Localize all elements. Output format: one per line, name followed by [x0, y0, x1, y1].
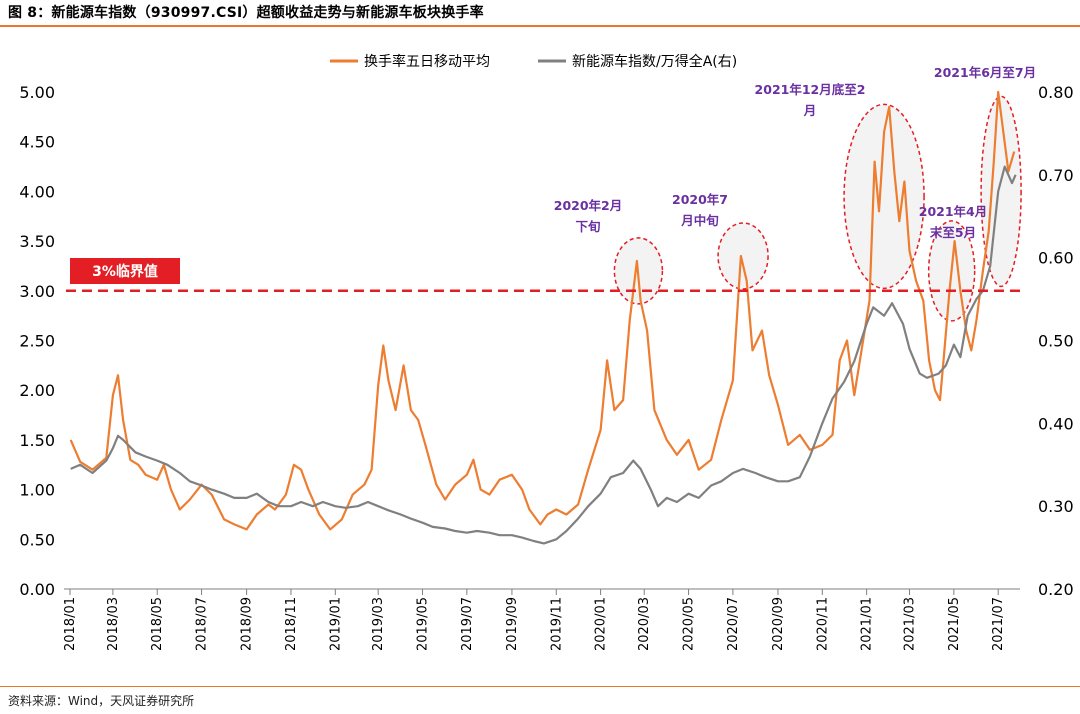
- y-left-tick-label: 4.00: [19, 182, 55, 201]
- y-right-tick-label: 0.50: [1038, 332, 1074, 351]
- y-left-tick-label: 2.50: [19, 332, 55, 351]
- x-tick-label: 2020/09: [771, 597, 786, 651]
- peak-annotation: 2020年7: [672, 192, 728, 207]
- highlight-ellipse: [980, 95, 1022, 288]
- peak-annotation: 月中旬: [680, 213, 719, 228]
- x-tick-label: 2019/01: [328, 597, 343, 651]
- y-right-tick-label: 0.60: [1038, 249, 1074, 268]
- y-right-tick-label: 0.30: [1038, 497, 1074, 516]
- x-tick-label: 2018/05: [150, 597, 165, 651]
- peak-annotation: 2021年4月: [919, 204, 988, 219]
- x-tick-label: 2019/07: [460, 597, 475, 651]
- threshold-label: 3%临界值: [92, 263, 158, 280]
- y-left-tick-label: 0.50: [19, 530, 55, 549]
- x-tick-label: 2020/01: [594, 597, 609, 651]
- x-tick-label: 2020/11: [815, 597, 830, 651]
- turnover-rate-line: [69, 90, 1016, 531]
- x-tick-label: 2018/03: [106, 597, 121, 651]
- x-tick-label: 2018/11: [284, 597, 299, 651]
- source-divider: [0, 686, 1080, 687]
- figure-title: 图 8：新能源车指数（930997.CSI）超额收益走势与新能源车板块换手率: [8, 5, 484, 21]
- peak-annotation: 2020年2月: [554, 198, 623, 213]
- x-tick-label: 2021/05: [947, 597, 962, 651]
- y-left-tick-label: 1.00: [19, 481, 55, 500]
- relative-index-line: [70, 165, 1017, 545]
- x-tick-label: 2018/07: [195, 597, 210, 651]
- x-tick-label: 2019/05: [416, 597, 431, 651]
- title-divider: [0, 25, 1080, 27]
- y-left-tick-label: 4.50: [19, 133, 55, 152]
- x-tick-label: 2018/01: [63, 597, 78, 651]
- x-tick-label: 2020/05: [682, 597, 697, 651]
- peak-annotation: 下旬: [575, 219, 600, 234]
- x-tick-label: 2020/07: [726, 597, 741, 651]
- x-tick-label: 2019/09: [505, 597, 520, 651]
- peak-annotation: 月: [803, 103, 817, 118]
- y-right-tick-label: 0.70: [1038, 166, 1074, 185]
- legend-label: 新能源车指数/万得全A(右): [572, 53, 737, 70]
- highlight-ellipse: [843, 103, 925, 290]
- x-tick-label: 2018/09: [240, 597, 255, 651]
- y-right-tick-label: 0.40: [1038, 414, 1074, 433]
- x-tick-label: 2021/01: [860, 597, 875, 651]
- y-left-tick-label: 3.00: [19, 282, 55, 301]
- y-left-tick-label: 1.50: [19, 431, 55, 450]
- y-left-tick-label: 0.00: [19, 580, 55, 599]
- source-note: 资料来源：Wind，天风证券研究所: [8, 694, 195, 708]
- peak-annotation: 2021年12月底至2: [755, 82, 866, 97]
- peak-annotation: 2021年6月至7月: [934, 65, 1036, 80]
- y-left-tick-label: 3.50: [19, 232, 55, 251]
- threshold-label-box: [70, 258, 180, 284]
- x-tick-label: 2021/07: [991, 597, 1006, 651]
- x-tick-label: 2020/03: [637, 597, 652, 651]
- legend-label: 换手率五日移动平均: [364, 53, 490, 70]
- peak-annotation: 末至5月: [929, 225, 976, 240]
- highlight-ellipse: [717, 222, 769, 290]
- x-tick-label: 2021/03: [903, 597, 918, 651]
- y-right-tick-label: 0.80: [1038, 83, 1074, 102]
- x-tick-label: 2019/03: [371, 597, 386, 651]
- y-right-tick-label: 0.20: [1038, 580, 1074, 599]
- y-left-tick-label: 2.00: [19, 381, 55, 400]
- y-left-tick-label: 5.00: [19, 83, 55, 102]
- x-tick-label: 2019/11: [549, 597, 564, 651]
